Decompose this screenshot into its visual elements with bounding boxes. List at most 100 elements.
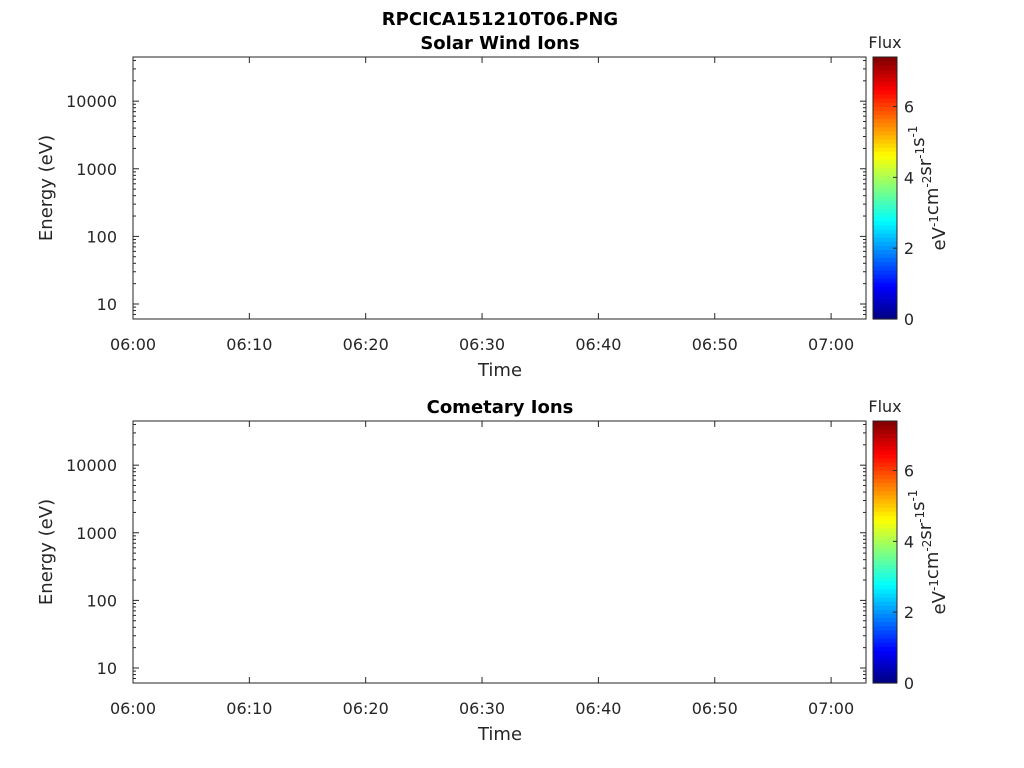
unit-exponent: -1: [913, 511, 927, 523]
colorbar-swatch: [873, 77, 897, 83]
colorbar-swatch: [873, 474, 897, 479]
colorbar-swatch: [873, 159, 897, 165]
colorbar-swatch: [873, 437, 897, 443]
x-tick-label: 06:30: [459, 335, 505, 354]
colorbar-swatch: [873, 314, 897, 320]
colorbar-swatch: [873, 531, 897, 537]
chart-title-cometary-ions: Cometary Ions: [427, 397, 574, 418]
colorbar-tick-label: 4: [904, 532, 914, 551]
colorbar-swatch: [873, 678, 897, 684]
colorbar-swatch: [873, 294, 897, 300]
colorbar-swatch: [873, 642, 897, 647]
colorbar-swatch: [873, 478, 897, 483]
colorbar-swatch: [873, 637, 897, 643]
colorbar-swatch: [873, 580, 897, 586]
figure-title: RPCICA151210T06.PNG: [382, 9, 618, 30]
colorbar-tick-label: 4: [904, 168, 914, 187]
colorbar-swatch: [873, 290, 897, 296]
colorbar-swatch: [873, 506, 897, 512]
y-tick-label: 10000: [66, 92, 117, 111]
colorbar-frame: [872, 56, 898, 320]
unit-base: sr: [915, 522, 936, 539]
colorbar-swatch: [873, 298, 897, 304]
y-tick-label: 1000: [76, 160, 117, 179]
colorbar-tick-label: 0: [904, 674, 914, 693]
colorbar-swatch: [873, 466, 897, 471]
colorbar-swatch: [873, 179, 897, 185]
y-tick-label: 100: [86, 591, 117, 610]
y-tick-label: 10: [97, 295, 117, 314]
colorbar-swatch: [873, 511, 897, 516]
plot-frame-cometary-ions: [132, 420, 867, 684]
colorbar-swatch: [873, 204, 897, 210]
colorbar-swatch: [873, 114, 897, 119]
colorbar-swatch: [873, 249, 897, 255]
colorbar-swatch: [873, 273, 897, 279]
colorbar-swatch: [873, 257, 897, 263]
colorbar-swatch: [873, 69, 897, 74]
unit-exponent: -1: [906, 126, 920, 138]
colorbar-swatch: [873, 65, 897, 70]
unit-exponent: -2: [920, 176, 934, 188]
y-axis-label-solar-wind-ions: Energy (eV): [36, 135, 57, 241]
colorbar-swatch: [873, 625, 897, 631]
colorbar-title: Flux: [868, 33, 901, 52]
colorbar-swatch: [873, 486, 897, 492]
y-axis-ticks-solar-wind-ions: 10 100 1000 10000: [66, 59, 866, 320]
colorbar-swatch: [873, 269, 897, 275]
colorbar-swatch: [873, 535, 897, 541]
colorbar-swatch: [873, 233, 897, 238]
colorbar-swatch: [873, 654, 897, 660]
x-axis-ticks-cometary-ions: 06:00 06:10 06:20 06:30 06:40 06:50 07:00: [110, 421, 854, 718]
colorbar-swatch: [873, 592, 897, 598]
colorbar-swatch: [873, 425, 897, 430]
colorbar-swatch: [873, 183, 897, 189]
colorbar-swatch: [873, 523, 897, 529]
colorbar-swatch: [873, 621, 897, 627]
colorbar-swatch: [873, 261, 897, 267]
colorbar-tick-label: 2: [904, 239, 914, 258]
colorbar-swatch: [873, 57, 897, 62]
colorbar-swatch: [873, 61, 897, 66]
colorbar-swatch: [873, 85, 897, 91]
x-tick-label: 07:00: [808, 699, 854, 718]
colorbar-swatch: [873, 609, 897, 614]
colorbar-swatch: [873, 633, 897, 639]
colorbar-swatch: [873, 461, 897, 467]
y-axis-label-cometary-ions: Energy (eV): [36, 499, 57, 605]
x-tick-label: 06:20: [343, 335, 389, 354]
colorbar-swatch: [873, 613, 897, 619]
colorbar-swatch: [873, 650, 897, 655]
colorbar-swatch: [873, 560, 897, 565]
colorbar-swatch: [873, 433, 897, 438]
colorbar-swatch: [873, 142, 897, 148]
x-tick-label: 06:30: [459, 699, 505, 718]
colorbar-swatch: [873, 81, 897, 87]
colorbar-title: Flux: [868, 397, 901, 416]
x-tick-label: 06:10: [226, 335, 272, 354]
colorbar-swatch: [873, 278, 897, 283]
x-tick-label: 06:50: [692, 699, 738, 718]
colorbar-swatch: [873, 576, 897, 582]
colorbar-swatch: [873, 556, 897, 561]
colorbar-swatch: [873, 106, 897, 111]
unit-base: s: [908, 502, 929, 511]
colorbar-swatch: [873, 147, 897, 152]
colorbar-swatch: [873, 310, 897, 316]
colorbar-swatch: [873, 490, 897, 496]
panel-cometary-ions: Cometary Ions 06:00 06:10 06:20 06:30 06:40 0…: [36, 397, 950, 745]
y-axis-ticks-cometary-ions: 10 100 1000 10000: [66, 423, 866, 684]
x-axis-label-cometary-ions: Time: [477, 724, 522, 745]
x-tick-label: 06:20: [343, 699, 389, 718]
colorbar-swatch: [873, 605, 897, 610]
colorbar-swatch: [873, 228, 897, 234]
colorbar-frame: [872, 420, 898, 684]
chart-title-solar-wind-ions: Solar Wind Ions: [420, 33, 579, 54]
colorbar-swatch: [873, 163, 897, 169]
colorbar-swatch: [873, 482, 897, 488]
y-tick-label: 1000: [76, 524, 117, 543]
colorbar-swatch: [873, 445, 897, 451]
colorbar-swatch: [873, 453, 897, 459]
colorbar-swatch: [873, 302, 897, 308]
